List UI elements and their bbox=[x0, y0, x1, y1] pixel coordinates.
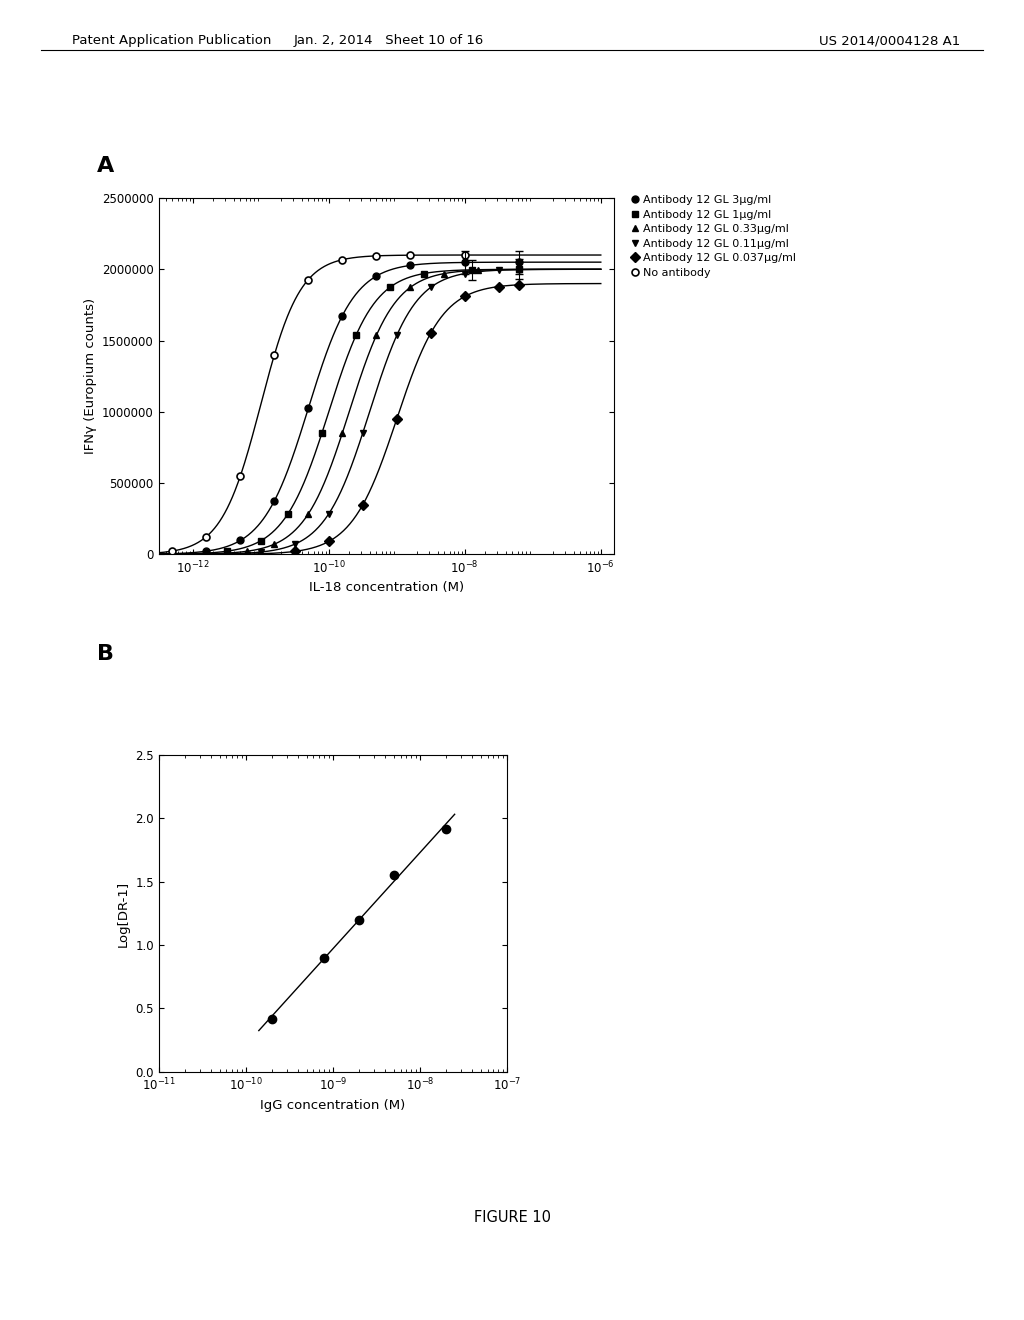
No antibody bbox=[404, 247, 417, 263]
Antibody 12 GL 0.33μg/ml bbox=[472, 263, 484, 279]
Text: Jan. 2, 2014   Sheet 10 of 16: Jan. 2, 2014 Sheet 10 of 16 bbox=[294, 34, 484, 48]
Antibody 12 GL 1μg/ml bbox=[220, 544, 232, 560]
No antibody bbox=[268, 347, 281, 363]
Antibody 12 GL 0.11μg/ml bbox=[425, 280, 437, 296]
Antibody 12 GL 3μg/ml bbox=[268, 494, 281, 510]
Antibody 12 GL 3μg/ml bbox=[336, 308, 348, 323]
Legend: Antibody 12 GL 3μg/ml, Antibody 12 GL 1μg/ml, Antibody 12 GL 0.33μg/ml, Antibody: Antibody 12 GL 3μg/ml, Antibody 12 GL 1μ… bbox=[628, 191, 800, 282]
Antibody 12 GL 1μg/ml bbox=[384, 280, 396, 296]
Antibody 12 GL 1μg/ml bbox=[513, 261, 525, 277]
Antibody 12 GL 1μg/ml bbox=[350, 327, 362, 343]
Antibody 12 GL 3μg/ml bbox=[200, 544, 212, 560]
Line: Antibody 12 GL 0.11μg/ml: Antibody 12 GL 0.11μg/ml bbox=[257, 267, 522, 556]
Line: Antibody 12 GL 0.33μg/ml: Antibody 12 GL 0.33μg/ml bbox=[244, 265, 522, 554]
No antibody bbox=[234, 469, 247, 484]
Antibody 12 GL 0.11μg/ml bbox=[255, 544, 267, 560]
No antibody bbox=[302, 272, 314, 288]
Antibody 12 GL 3μg/ml bbox=[513, 255, 525, 271]
Antibody 12 GL 0.037μg/ml bbox=[425, 325, 437, 341]
Antibody 12 GL 0.33μg/ml bbox=[371, 327, 383, 343]
Antibody 12 GL 0.33μg/ml bbox=[241, 544, 253, 560]
Antibody 12 GL 0.037μg/ml bbox=[323, 533, 335, 549]
Antibody 12 GL 1μg/ml bbox=[466, 261, 478, 277]
X-axis label: IL-18 concentration (M): IL-18 concentration (M) bbox=[309, 581, 464, 594]
No antibody bbox=[371, 248, 383, 264]
Antibody 12 GL 0.037μg/ml bbox=[390, 411, 402, 426]
Text: A: A bbox=[97, 156, 115, 176]
Antibody 12 GL 0.11μg/ml bbox=[513, 261, 525, 277]
Text: B: B bbox=[97, 644, 115, 664]
Line: Antibody 12 GL 0.037μg/ml: Antibody 12 GL 0.037μg/ml bbox=[291, 281, 522, 554]
Antibody 12 GL 3μg/ml bbox=[234, 532, 247, 548]
Line: No antibody: No antibody bbox=[169, 252, 468, 554]
Antibody 12 GL 0.33μg/ml bbox=[438, 265, 451, 281]
Antibody 12 GL 3μg/ml bbox=[371, 268, 383, 284]
Antibody 12 GL 0.11μg/ml bbox=[356, 425, 369, 441]
X-axis label: IgG concentration (M): IgG concentration (M) bbox=[260, 1098, 406, 1111]
Antibody 12 GL 0.33μg/ml bbox=[302, 506, 314, 521]
Antibody 12 GL 0.037μg/ml bbox=[493, 279, 505, 294]
Antibody 12 GL 0.11μg/ml bbox=[289, 536, 301, 552]
Antibody 12 GL 0.11μg/ml bbox=[493, 263, 505, 279]
Y-axis label: Log[DR-1]: Log[DR-1] bbox=[117, 880, 130, 946]
Antibody 12 GL 1μg/ml bbox=[418, 265, 430, 281]
Text: FIGURE 10: FIGURE 10 bbox=[473, 1210, 551, 1225]
Antibody 12 GL 3μg/ml bbox=[459, 255, 471, 271]
No antibody bbox=[336, 252, 348, 268]
Line: Antibody 12 GL 1μg/ml: Antibody 12 GL 1μg/ml bbox=[223, 265, 522, 554]
Antibody 12 GL 0.11μg/ml bbox=[390, 327, 402, 343]
Antibody 12 GL 1μg/ml bbox=[315, 425, 328, 441]
Antibody 12 GL 0.037μg/ml bbox=[513, 277, 525, 293]
Text: US 2014/0004128 A1: US 2014/0004128 A1 bbox=[819, 34, 961, 48]
Antibody 12 GL 0.037μg/ml bbox=[289, 544, 301, 560]
Antibody 12 GL 0.037μg/ml bbox=[459, 289, 471, 305]
Antibody 12 GL 3μg/ml bbox=[302, 400, 314, 416]
No antibody bbox=[459, 247, 471, 263]
Antibody 12 GL 0.33μg/ml bbox=[513, 261, 525, 277]
Antibody 12 GL 0.33μg/ml bbox=[404, 280, 417, 296]
No antibody bbox=[200, 529, 212, 545]
No antibody bbox=[166, 543, 178, 558]
Text: Patent Application Publication: Patent Application Publication bbox=[72, 34, 271, 48]
Antibody 12 GL 1μg/ml bbox=[255, 533, 267, 549]
Line: Antibody 12 GL 3μg/ml: Antibody 12 GL 3μg/ml bbox=[203, 259, 522, 554]
Y-axis label: IFNγ (Europium counts): IFNγ (Europium counts) bbox=[84, 298, 96, 454]
Antibody 12 GL 0.33μg/ml bbox=[336, 425, 348, 441]
Antibody 12 GL 0.11μg/ml bbox=[323, 506, 335, 521]
Antibody 12 GL 0.037μg/ml bbox=[356, 496, 369, 512]
Antibody 12 GL 0.33μg/ml bbox=[268, 536, 281, 552]
Antibody 12 GL 1μg/ml bbox=[282, 506, 294, 521]
Antibody 12 GL 3μg/ml bbox=[404, 257, 417, 273]
Antibody 12 GL 0.11μg/ml bbox=[459, 265, 471, 281]
